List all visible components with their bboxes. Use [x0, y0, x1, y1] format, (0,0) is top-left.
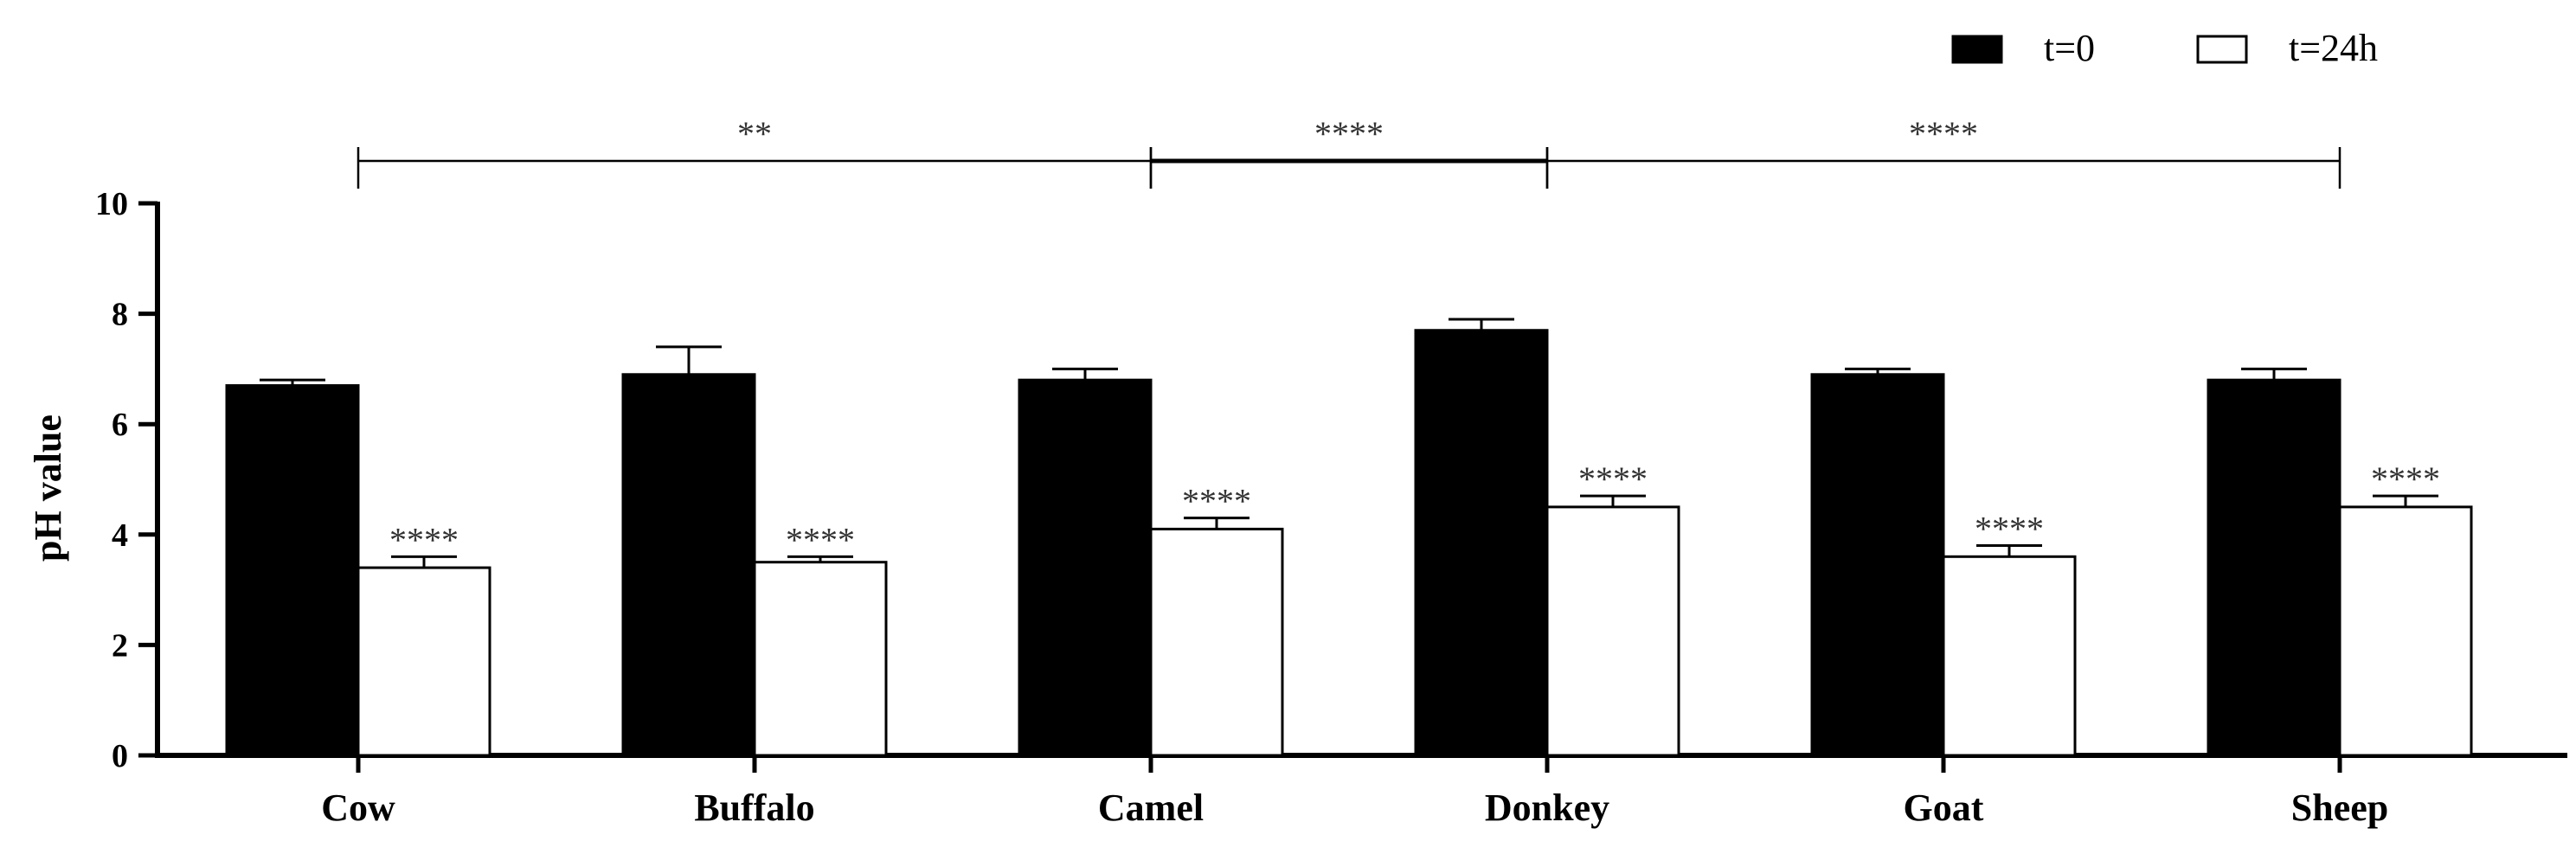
bar-t0 — [225, 384, 360, 757]
significance-label: **** — [1182, 482, 1251, 521]
bar-t24h — [2338, 505, 2473, 757]
x-tick-label: Goat — [1904, 787, 1984, 829]
y-tick-label: 6 — [112, 407, 128, 443]
y-tick-label: 0 — [112, 738, 128, 774]
comparison-label: **** — [1909, 114, 1978, 153]
legend: t=0 t=24h — [1951, 27, 2378, 69]
comparison-brackets: ** **** **** — [357, 114, 2342, 189]
legend-label: t=24h — [2289, 27, 2378, 69]
comparison-label: ** — [737, 114, 772, 153]
x-tick-label: Sheep — [2291, 787, 2388, 829]
y-tick-label: 2 — [112, 627, 128, 664]
bar-t24h — [1545, 505, 1680, 757]
error-bars — [260, 318, 2438, 568]
legend-swatch — [1951, 35, 2003, 64]
significance-label: **** — [1975, 510, 2044, 549]
significance-label: **** — [1578, 459, 1648, 498]
x-tick-label: Cow — [321, 787, 395, 829]
y-tick-label: 4 — [112, 517, 128, 554]
x-tick-label: Camel — [1098, 787, 1204, 829]
comparison-label: **** — [1314, 114, 1384, 153]
axes: 0 2 4 6 8 10 pH value — [27, 186, 2567, 774]
x-tick-label: Buffalo — [694, 787, 814, 829]
bar-t24h — [1149, 527, 1284, 757]
x-tick-label: Donkey — [1485, 787, 1609, 829]
bar-t0 — [1018, 378, 1153, 757]
y-tick-label: 8 — [112, 297, 128, 333]
bar-t24h — [357, 566, 491, 757]
bar-t0 — [1810, 373, 1945, 757]
y-tick-label: 10 — [95, 186, 128, 222]
bar-t0 — [2207, 378, 2342, 757]
significance-label: **** — [389, 520, 459, 559]
bar-t24h — [1942, 555, 2077, 757]
bar-t0 — [1414, 329, 1549, 757]
bars — [225, 329, 2473, 757]
significance-label: **** — [786, 520, 855, 559]
labels: Cow Buffalo Camel Donkey Goat Sheep **** **** **… — [321, 459, 2440, 829]
bar-t0 — [621, 373, 756, 757]
y-axis-label: pH value — [27, 414, 69, 562]
bar-t24h — [753, 561, 888, 757]
legend-label: t=0 — [2044, 27, 2095, 69]
legend-swatch — [2196, 35, 2248, 64]
significance-label: **** — [2371, 459, 2440, 498]
